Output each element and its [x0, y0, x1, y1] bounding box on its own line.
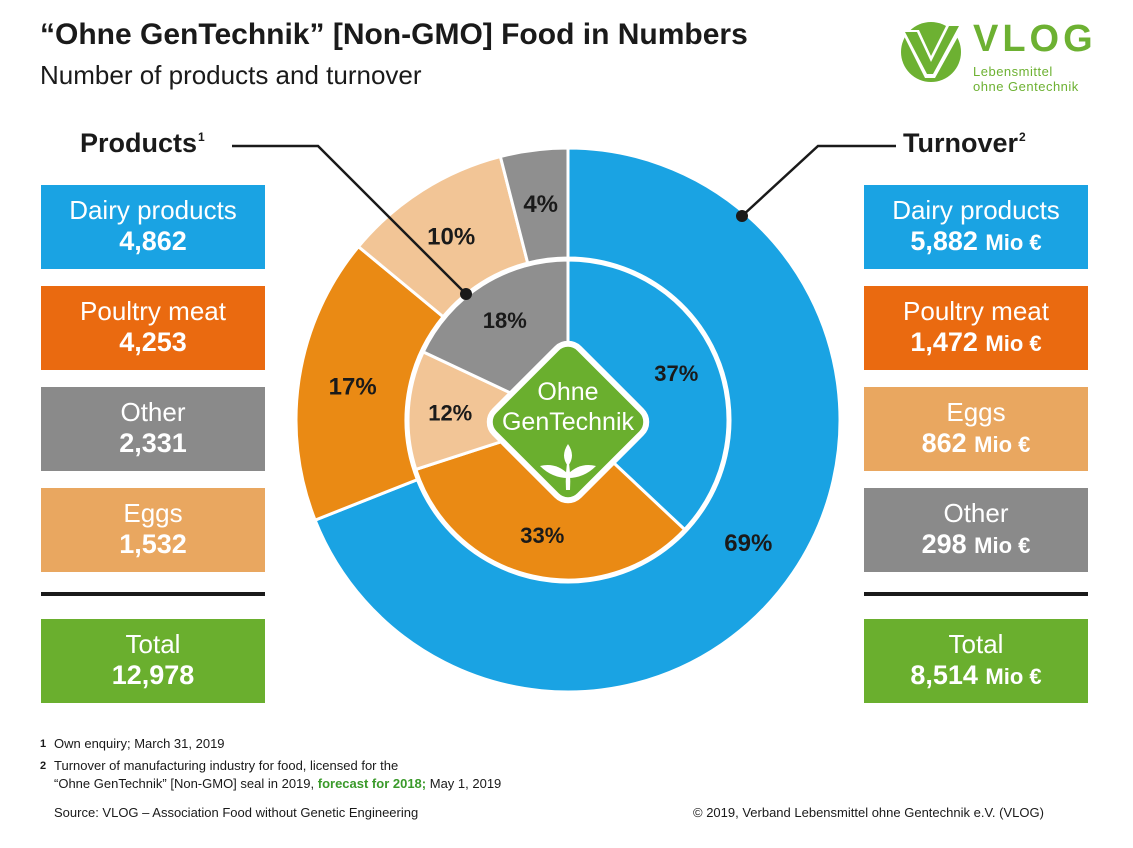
logo-subtitle: Lebensmittel ohne Gentechnik	[973, 64, 1079, 94]
products-slice-dairy-products	[566, 258, 730, 532]
plant-icon	[540, 444, 596, 490]
products-label-poultry-meat: 33%	[520, 523, 564, 548]
page-title: “Ohne GenTechnik” [Non-GMO] Food in Numb…	[40, 18, 748, 51]
products-slice-poultry-meat	[413, 418, 687, 582]
seal-diamond	[486, 340, 650, 504]
turnover-box-other: Other 298 Mio €	[864, 488, 1088, 572]
products-box-eggs: Eggs 1,532	[41, 488, 265, 572]
source-note: Source: VLOG – Association Food without …	[54, 805, 419, 820]
logo-name: VLOG	[973, 18, 1097, 60]
turnover-label-dairy-products: 69%	[724, 530, 772, 557]
ohne-gentechnik-seal: Ohne GenTechnik	[486, 340, 650, 504]
turnover-box-total: Total 8,514 Mio €	[864, 619, 1088, 703]
copyright-note: © 2019, Verband Lebensmittel ohne Gentec…	[693, 805, 1044, 820]
turnover-leader-dot	[736, 210, 748, 222]
turnover-ring	[294, 146, 842, 694]
turnover-label-poultry-meat: 17%	[329, 373, 377, 400]
page-subtitle: Number of products and turnover	[40, 60, 422, 90]
turnover-leader-line	[741, 144, 896, 217]
turnover-divider	[864, 592, 1088, 596]
turnover-box-dairy: Dairy products 5,882 Mio €	[864, 185, 1088, 269]
products-leader-dot	[460, 288, 472, 300]
leader-lines	[232, 144, 896, 300]
footnote-2: 2 Turnover of manufacturing industry for …	[40, 758, 502, 791]
turnover-box-eggs: Eggs 862 Mio €	[864, 387, 1088, 471]
turnover-label-eggs: 10%	[427, 223, 475, 250]
turnover-heading: Turnover2	[903, 128, 1026, 158]
vlog-logo: VLOG Lebensmittel ohne Gentechnik	[895, 18, 1105, 94]
products-label-dairy-products: 37%	[654, 361, 698, 386]
products-label-eggs: 12%	[428, 400, 472, 425]
turnover-label-other: 4%	[523, 191, 558, 218]
footnote-1: 1 Own enquiry; March 31, 2019	[40, 736, 225, 751]
products-box-total: Total 12,978	[41, 619, 265, 703]
seal-line2: GenTechnik	[502, 408, 635, 436]
turnover-slice-other	[498, 146, 570, 265]
products-divider	[41, 592, 265, 596]
seal-line1: Ohne	[537, 378, 598, 406]
products-heading: Products1	[80, 128, 205, 158]
products-box-poultry: Poultry meat 4,253	[41, 286, 265, 370]
turnover-slice-dairy-products	[313, 146, 842, 694]
products-leader-line	[232, 144, 467, 295]
percent-labels: 69% 17% 10% 4% 37% 33% 12% 18%	[329, 191, 773, 557]
vlog-check-icon	[901, 22, 965, 82]
products-box-dairy: Dairy products 4,862	[41, 185, 265, 269]
turnover-box-poultry: Poultry meat 1,472 Mio €	[864, 286, 1088, 370]
products-label-other: 18%	[483, 308, 527, 333]
turnover-slice-poultry-meat	[294, 244, 446, 523]
products-box-other: Other 2,331	[41, 387, 265, 471]
